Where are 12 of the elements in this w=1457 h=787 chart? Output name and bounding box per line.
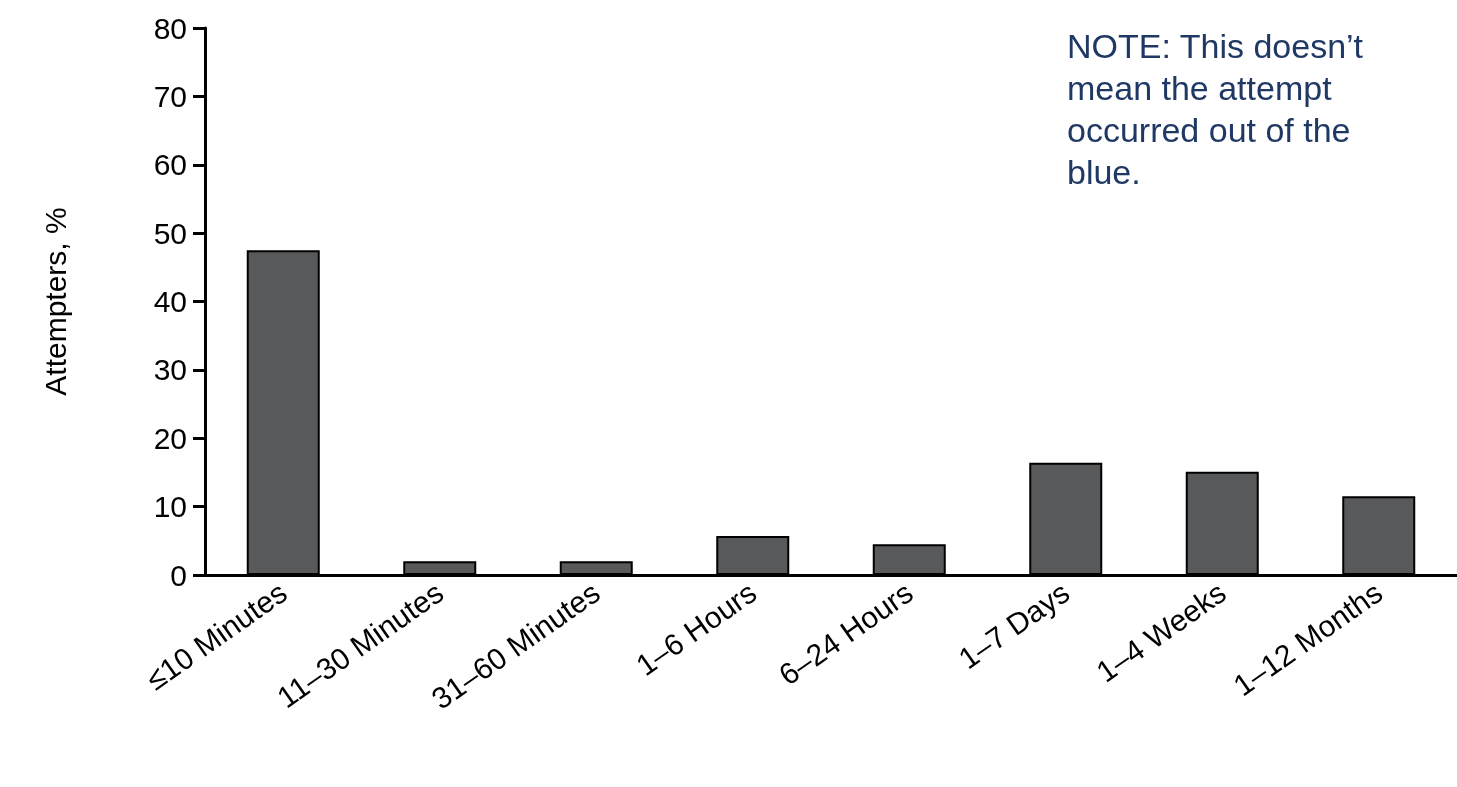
x-tick-label: 1–7 Days (952, 575, 1076, 676)
annotation: NOTE: This doesn’t mean the attempt occurred out of the blue. (1067, 27, 1373, 191)
y-tick-label: 80 (153, 11, 187, 45)
y-tick-label: 0 (170, 558, 187, 592)
y-tick-label: 60 (153, 148, 187, 182)
y-tick-label: 30 (153, 353, 187, 387)
y-tick-label: 10 (153, 490, 187, 524)
y-axis-title: Attempters, % (38, 207, 72, 396)
y-tick-label: 40 (153, 285, 187, 318)
y-tick-label: 70 (153, 79, 187, 113)
y-tick-label: 20 (153, 421, 187, 455)
y-tick-label: 50 (153, 216, 187, 250)
